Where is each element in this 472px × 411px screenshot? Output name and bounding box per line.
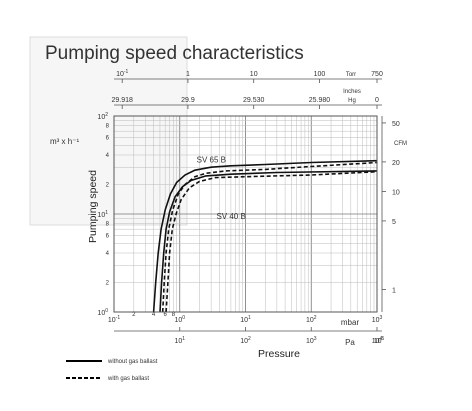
- cfm-tick-label: 1: [392, 287, 396, 294]
- pa-unit-label: Pa: [345, 338, 355, 347]
- x-minor-label: 4: [152, 312, 156, 318]
- y-unit-label: m³ x h⁻¹: [50, 137, 79, 146]
- y-minor-label: 2: [106, 182, 110, 188]
- y-axis-title: Pumping speed: [87, 170, 99, 243]
- plot-border: [113, 115, 378, 313]
- inhg-tick-label: 0: [375, 97, 379, 104]
- y-minor-label: 6: [106, 136, 110, 142]
- tick-labels: 10-1 1 10 100 750 Torr 29.918 29.9 29.530 25.980 0…: [97, 69, 407, 347]
- cfm-unit-label: CFM: [394, 141, 407, 147]
- x-minor-label: 2: [132, 312, 136, 318]
- cfm-tick-label: 20: [392, 160, 400, 167]
- inhg-tick-label: 29.530: [243, 97, 265, 104]
- torr-tick-label: 1: [186, 71, 190, 78]
- mbar-unit-label: mbar: [341, 318, 360, 327]
- x-mbar-tick-label: 10-1: [108, 315, 120, 324]
- legend-solid-label: without gas ballast: [107, 359, 158, 365]
- cfm-tick-label: 50: [392, 121, 400, 128]
- legend: without gas ballast with gas ballast: [66, 359, 158, 382]
- inhg-tick-label: 29.918: [111, 97, 133, 104]
- y-tick-label: 101: [97, 210, 108, 219]
- series-1-line: [161, 161, 378, 313]
- inhg-unit-label: Hg: [348, 98, 356, 104]
- x-pa-tick-label: 104: [372, 336, 383, 345]
- y-minor-label: 4: [106, 251, 110, 257]
- series-0-line: [152, 159, 378, 313]
- annotation-label-0: SV 65 B: [197, 155, 226, 164]
- x-minor-label: 8: [172, 312, 176, 318]
- series-curves: [152, 159, 378, 313]
- cfm-tick-label: 10: [392, 189, 400, 196]
- torr-tick-label: 750: [371, 71, 383, 78]
- plot-frame: [113, 78, 386, 332]
- legend-dashed-label: with gas ballast: [107, 376, 149, 382]
- inhg-tick-label: 29.9: [181, 97, 195, 104]
- torr-tick-label: 10-1: [116, 69, 128, 78]
- series-2-line: [159, 170, 378, 313]
- x-mbar-tick-label: 103: [372, 315, 383, 324]
- y-tick-label: 100: [97, 308, 108, 317]
- y-minor-label: 8: [106, 221, 110, 227]
- series-3-line: [165, 170, 378, 313]
- x-axis-title: Pressure: [258, 348, 300, 360]
- x-pa-tick-label: 102: [240, 336, 251, 345]
- x-mbar-tick-label: 101: [240, 315, 251, 324]
- inhg-tick-label: 25.980: [309, 97, 331, 104]
- y-minor-label: 6: [106, 234, 110, 240]
- torr-tick-label: 100: [314, 71, 326, 78]
- x-minor-label: 6: [163, 312, 167, 318]
- inhg-unit-label: Inches: [343, 89, 361, 95]
- torr-tick-label: 10: [250, 71, 258, 78]
- torr-unit-label: Torr: [346, 72, 356, 78]
- cfm-tick-label: 5: [392, 219, 396, 226]
- x-pa-tick-label: 103: [306, 336, 317, 345]
- y-minor-label: 2: [106, 280, 110, 286]
- x-pa-tick-label: 101: [174, 336, 185, 345]
- y-minor-label: 8: [106, 123, 110, 129]
- chart-title: Pumping speed characteristics: [45, 43, 304, 64]
- y-tick-label: 102: [97, 112, 108, 121]
- x-pa-tick-label: 105: [374, 336, 385, 345]
- x-mbar-tick-label: 100: [174, 315, 185, 324]
- annotation-label-1: SV 40 B: [216, 212, 245, 221]
- x-mbar-tick-label: 102: [306, 315, 317, 324]
- y-minor-label: 4: [106, 153, 110, 159]
